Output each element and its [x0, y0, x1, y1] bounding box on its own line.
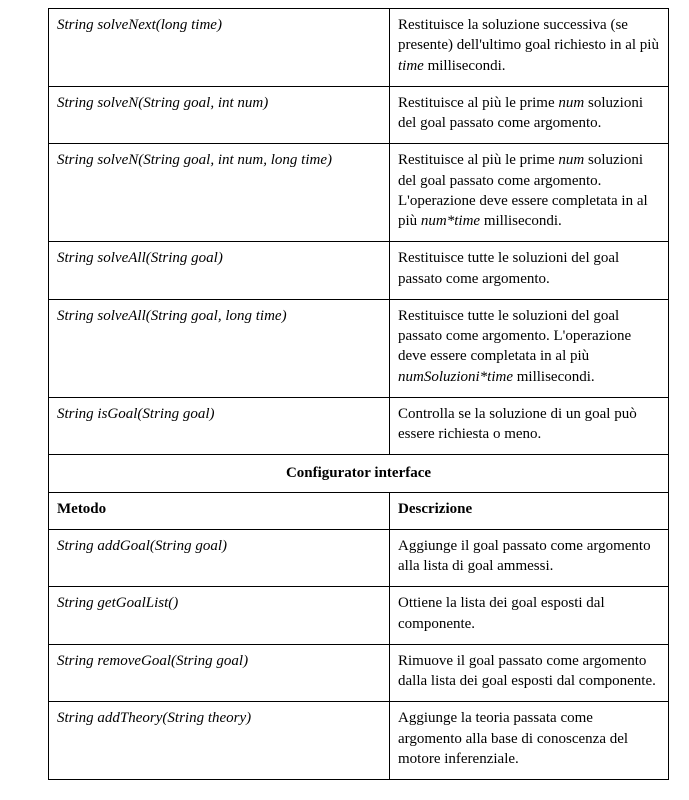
- section-header: Configurator interface: [49, 455, 669, 492]
- table-row: String solveAll(String goal, long time)R…: [49, 299, 669, 397]
- description-cell: Restituisce tutte le soluzioni del goal …: [390, 242, 669, 300]
- table-row: String addTheory(String theory)Aggiunge …: [49, 702, 669, 780]
- description-cell: Controlla se la soluzione di un goal può…: [390, 397, 669, 455]
- description-cell: Restituisce la soluzione successiva (se …: [390, 9, 669, 87]
- description-cell: Aggiunge il goal passato come argomento …: [390, 529, 669, 587]
- method-cell: String isGoal(String goal): [49, 397, 390, 455]
- description-cell: Aggiunge la teoria passata come argoment…: [390, 702, 669, 780]
- table-row: String solveN(String goal, int num, long…: [49, 144, 669, 242]
- column-header-method: Metodo: [49, 492, 390, 529]
- table-row: String solveN(String goal, int num)Resti…: [49, 86, 669, 144]
- description-cell: Ottiene la lista dei goal esposti dal co…: [390, 587, 669, 645]
- method-cell: String solveAll(String goal, long time): [49, 299, 390, 397]
- table-row: String solveNext(long time)Restituisce l…: [49, 9, 669, 87]
- description-cell: Restituisce al più le prime num soluzion…: [390, 86, 669, 144]
- description-cell: Rimuove il goal passato come argomento d…: [390, 644, 669, 702]
- table-row: String isGoal(String goal)Controlla se l…: [49, 397, 669, 455]
- method-cell: String solveAll(String goal): [49, 242, 390, 300]
- method-cell: String solveN(String goal, int num): [49, 86, 390, 144]
- table-row: String solveAll(String goal)Restituisce …: [49, 242, 669, 300]
- method-cell: String addTheory(String theory): [49, 702, 390, 780]
- method-cell: String solveN(String goal, int num, long…: [49, 144, 390, 242]
- method-cell: String addGoal(String goal): [49, 529, 390, 587]
- description-cell: Restituisce al più le prime num soluzion…: [390, 144, 669, 242]
- method-cell: String removeGoal(String goal): [49, 644, 390, 702]
- method-cell: String solveNext(long time): [49, 9, 390, 87]
- description-cell: Restituisce tutte le soluzioni del goal …: [390, 299, 669, 397]
- table-row: String removeGoal(String goal)Rimuove il…: [49, 644, 669, 702]
- table-row: String addGoal(String goal)Aggiunge il g…: [49, 529, 669, 587]
- table-row: String getGoalList()Ottiene la lista dei…: [49, 587, 669, 645]
- column-header-description: Descrizione: [390, 492, 669, 529]
- method-cell: String getGoalList(): [49, 587, 390, 645]
- api-table: String solveNext(long time)Restituisce l…: [48, 8, 669, 780]
